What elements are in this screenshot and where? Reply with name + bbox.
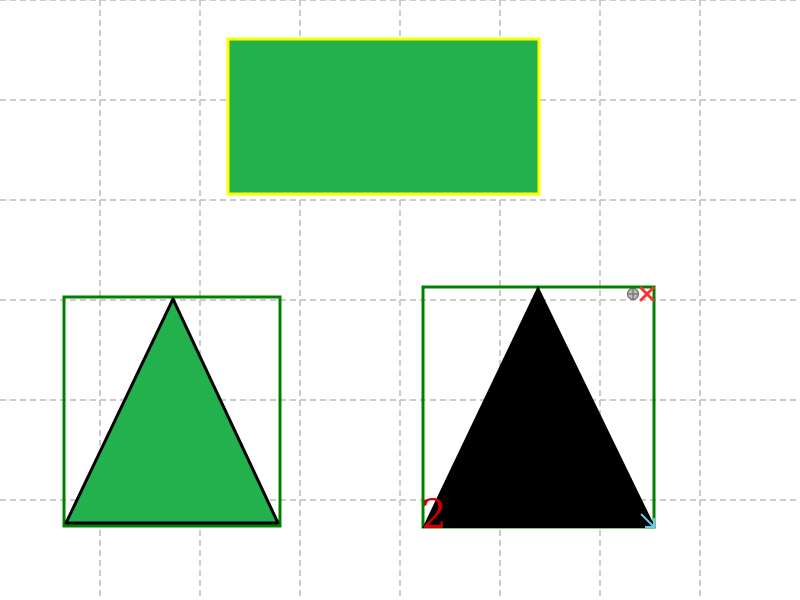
shape-index-badge: 2 (421, 492, 446, 538)
selection-box-triangle-1 (62, 295, 282, 528)
black-triangle[interactable] (422, 285, 656, 528)
delete-x-icon[interactable] (639, 286, 655, 302)
green-triangle[interactable] (64, 297, 280, 525)
triangle-group-2[interactable]: 2 (421, 285, 656, 538)
green-rectangle[interactable] (226, 37, 541, 196)
rotate-handle-icon[interactable] (627, 288, 639, 300)
resize-arrow-icon[interactable] (640, 513, 655, 528)
triangle-group-1[interactable] (62, 295, 282, 528)
